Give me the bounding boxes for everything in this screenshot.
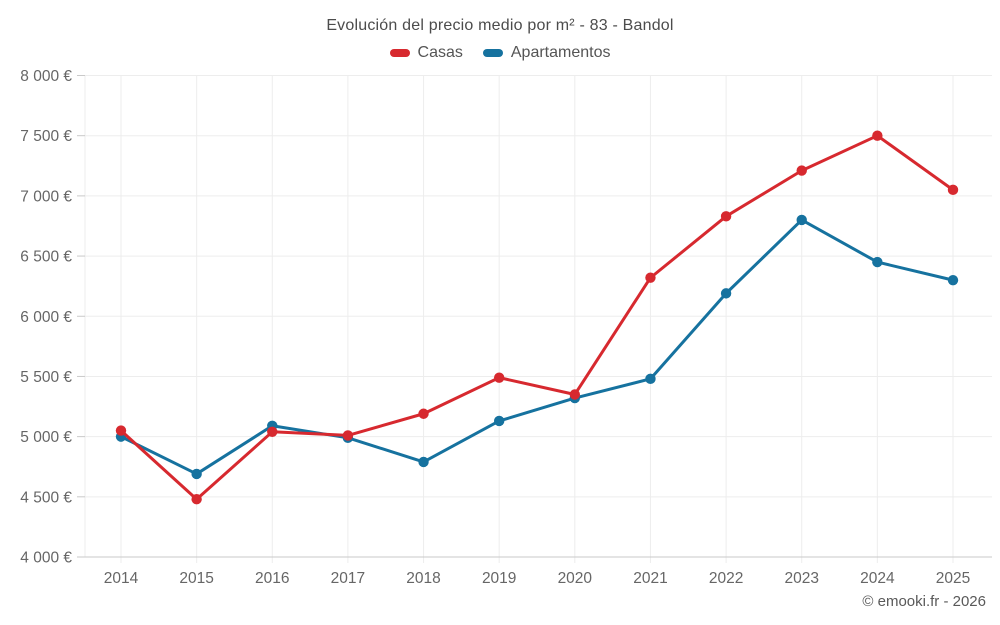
legend-swatch-apartamentos: [482, 49, 503, 57]
data-point-casas-2021[interactable]: [645, 272, 656, 283]
x-axis-label-2019: 2019: [482, 570, 516, 587]
series-line-apartamentos: [119, 218, 955, 476]
x-axis-label-2015: 2015: [179, 570, 213, 587]
legend-item-apartamentos[interactable]: Apartamentos: [482, 44, 611, 62]
data-point-casas-2017[interactable]: [342, 430, 354, 441]
data-point-casas-2016[interactable]: [267, 426, 278, 438]
data-point-apartamentos-2019[interactable]: [493, 415, 505, 427]
legend-item-casas[interactable]: Casas: [389, 44, 463, 62]
y-axis-label-5500: 5 500 €: [20, 369, 72, 386]
y-axis-label-7500: 7 500 €: [20, 128, 72, 145]
x-axis-label-2023: 2023: [784, 570, 818, 587]
y-axis-label-6000: 6 000 €: [20, 309, 72, 326]
copyright-footer: © emooki.fr - 2026: [862, 593, 986, 610]
data-point-casas-2024[interactable]: [872, 130, 883, 141]
y-axis-label-4000: 4 000 €: [20, 550, 72, 567]
data-point-apartamentos-2025[interactable]: [947, 274, 959, 286]
data-point-casas-2018[interactable]: [418, 408, 429, 419]
legend-label-casas: Casas: [417, 44, 463, 61]
x-axis-label-2025: 2025: [936, 570, 970, 587]
data-point-apartamentos-2018[interactable]: [418, 456, 429, 468]
legend-label-apartamentos: Apartamentos: [510, 44, 611, 61]
x-axis-label-2022: 2022: [709, 570, 743, 587]
x-axis-label-2017: 2017: [331, 570, 365, 587]
data-point-casas-2025[interactable]: [947, 184, 959, 196]
chart-legend: Casas Apartamentos: [0, 44, 1000, 62]
data-point-apartamentos-2023[interactable]: [796, 214, 807, 226]
x-axis-label-2016: 2016: [255, 570, 289, 587]
x-axis-label-2024: 2024: [860, 570, 895, 587]
x-axis-label-2020: 2020: [558, 570, 593, 587]
data-point-apartamentos-2022[interactable]: [720, 288, 732, 299]
data-point-casas-2015[interactable]: [191, 494, 202, 505]
x-axis-label-2018: 2018: [406, 570, 440, 587]
chart-title: Evolución del precio medio por m² - 83 -…: [326, 17, 674, 34]
series-line-casas: [119, 134, 955, 501]
x-axis-label-2021: 2021: [633, 570, 667, 587]
data-point-apartamentos-2015[interactable]: [191, 468, 202, 480]
data-point-casas-2019[interactable]: [493, 372, 505, 383]
data-point-casas-2022[interactable]: [720, 211, 732, 222]
data-point-casas-2020[interactable]: [569, 389, 581, 400]
y-axis-label-7000: 7 000 €: [20, 188, 72, 205]
data-point-apartamentos-2021[interactable]: [645, 373, 656, 385]
legend-swatch-casas: [389, 49, 410, 57]
y-axis-label-4500: 4 500 €: [20, 489, 72, 506]
y-axis-label-6500: 6 500 €: [20, 249, 72, 266]
data-point-casas-2014[interactable]: [115, 425, 127, 436]
y-axis-label-5000: 5 000 €: [20, 429, 72, 446]
x-axis-label-2014: 2014: [104, 570, 139, 587]
data-point-casas-2023[interactable]: [796, 165, 807, 176]
y-axis-label-8000: 8 000 €: [20, 68, 72, 85]
data-point-apartamentos-2024[interactable]: [872, 256, 883, 268]
